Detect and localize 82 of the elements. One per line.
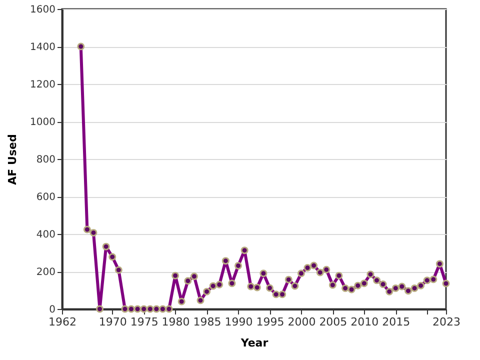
point xyxy=(342,284,350,292)
point xyxy=(278,290,286,298)
x-tick-label: 2023 xyxy=(432,316,460,328)
x-tick-label: 2010 xyxy=(350,316,379,328)
point xyxy=(77,42,85,50)
point xyxy=(404,287,412,295)
point xyxy=(266,284,274,292)
x-tick-label: 2015 xyxy=(382,316,410,328)
point xyxy=(272,290,280,298)
point xyxy=(203,288,211,296)
point xyxy=(423,276,431,284)
y-tick-label: 1000 xyxy=(30,117,56,128)
point xyxy=(304,264,312,272)
point xyxy=(240,246,248,254)
point xyxy=(234,262,242,270)
point xyxy=(260,270,268,278)
point xyxy=(146,305,154,313)
x-tick-label: 1970 xyxy=(98,316,127,328)
point xyxy=(222,257,230,265)
point xyxy=(90,228,98,236)
y-tick-label: 200 xyxy=(36,267,56,278)
point xyxy=(152,305,160,313)
point xyxy=(348,286,356,294)
x-tick-label: 1995 xyxy=(256,316,284,328)
point xyxy=(228,280,236,288)
x-tick-label: 2000 xyxy=(288,316,316,328)
point xyxy=(360,280,368,288)
y-tick-label: 1600 xyxy=(30,4,56,16)
point xyxy=(114,266,122,274)
point xyxy=(379,280,387,288)
point xyxy=(178,298,186,306)
point xyxy=(96,305,104,313)
point xyxy=(291,282,299,290)
point xyxy=(158,305,166,313)
x-tick-label: 2005 xyxy=(319,316,348,328)
y-tick-label: 0 xyxy=(49,304,56,316)
y-tick-label: 800 xyxy=(36,154,56,166)
point xyxy=(386,288,394,296)
point xyxy=(140,305,148,313)
point xyxy=(297,270,305,278)
point xyxy=(316,268,324,276)
point xyxy=(410,284,418,292)
point xyxy=(209,282,217,290)
x-tick-label: 1990 xyxy=(224,316,253,328)
point xyxy=(328,281,336,289)
point xyxy=(196,296,204,304)
point xyxy=(121,305,129,313)
point xyxy=(430,276,438,284)
y-tick-label: 600 xyxy=(36,192,56,203)
point xyxy=(284,276,292,284)
y-tick-label: 400 xyxy=(36,230,56,240)
point xyxy=(442,280,450,288)
x-tick-label: 1985 xyxy=(193,316,222,328)
point xyxy=(373,276,381,284)
point xyxy=(184,277,192,285)
point xyxy=(436,260,444,268)
point xyxy=(417,282,425,290)
point xyxy=(165,305,173,313)
point xyxy=(247,282,255,290)
x-axis-title: Year xyxy=(240,336,269,350)
point xyxy=(253,284,261,292)
point xyxy=(102,242,110,250)
point xyxy=(134,305,142,313)
y-tick-label: 1200 xyxy=(30,80,56,90)
point xyxy=(335,272,343,280)
y-axis-title: AF Used xyxy=(6,134,20,185)
point xyxy=(366,270,374,278)
x-tick-label: 1980 xyxy=(162,316,190,328)
x-tick-label: 1962 xyxy=(48,316,76,328)
point xyxy=(354,282,362,290)
point xyxy=(310,262,318,270)
x-tick-label: 1975 xyxy=(130,316,158,328)
point xyxy=(392,284,400,292)
point xyxy=(83,226,91,234)
point xyxy=(398,282,406,290)
point xyxy=(216,280,224,288)
point xyxy=(127,305,135,313)
point xyxy=(322,266,330,274)
point xyxy=(172,272,180,280)
y-tick-label: 1400 xyxy=(30,42,56,53)
point xyxy=(108,253,116,261)
point xyxy=(190,272,198,280)
